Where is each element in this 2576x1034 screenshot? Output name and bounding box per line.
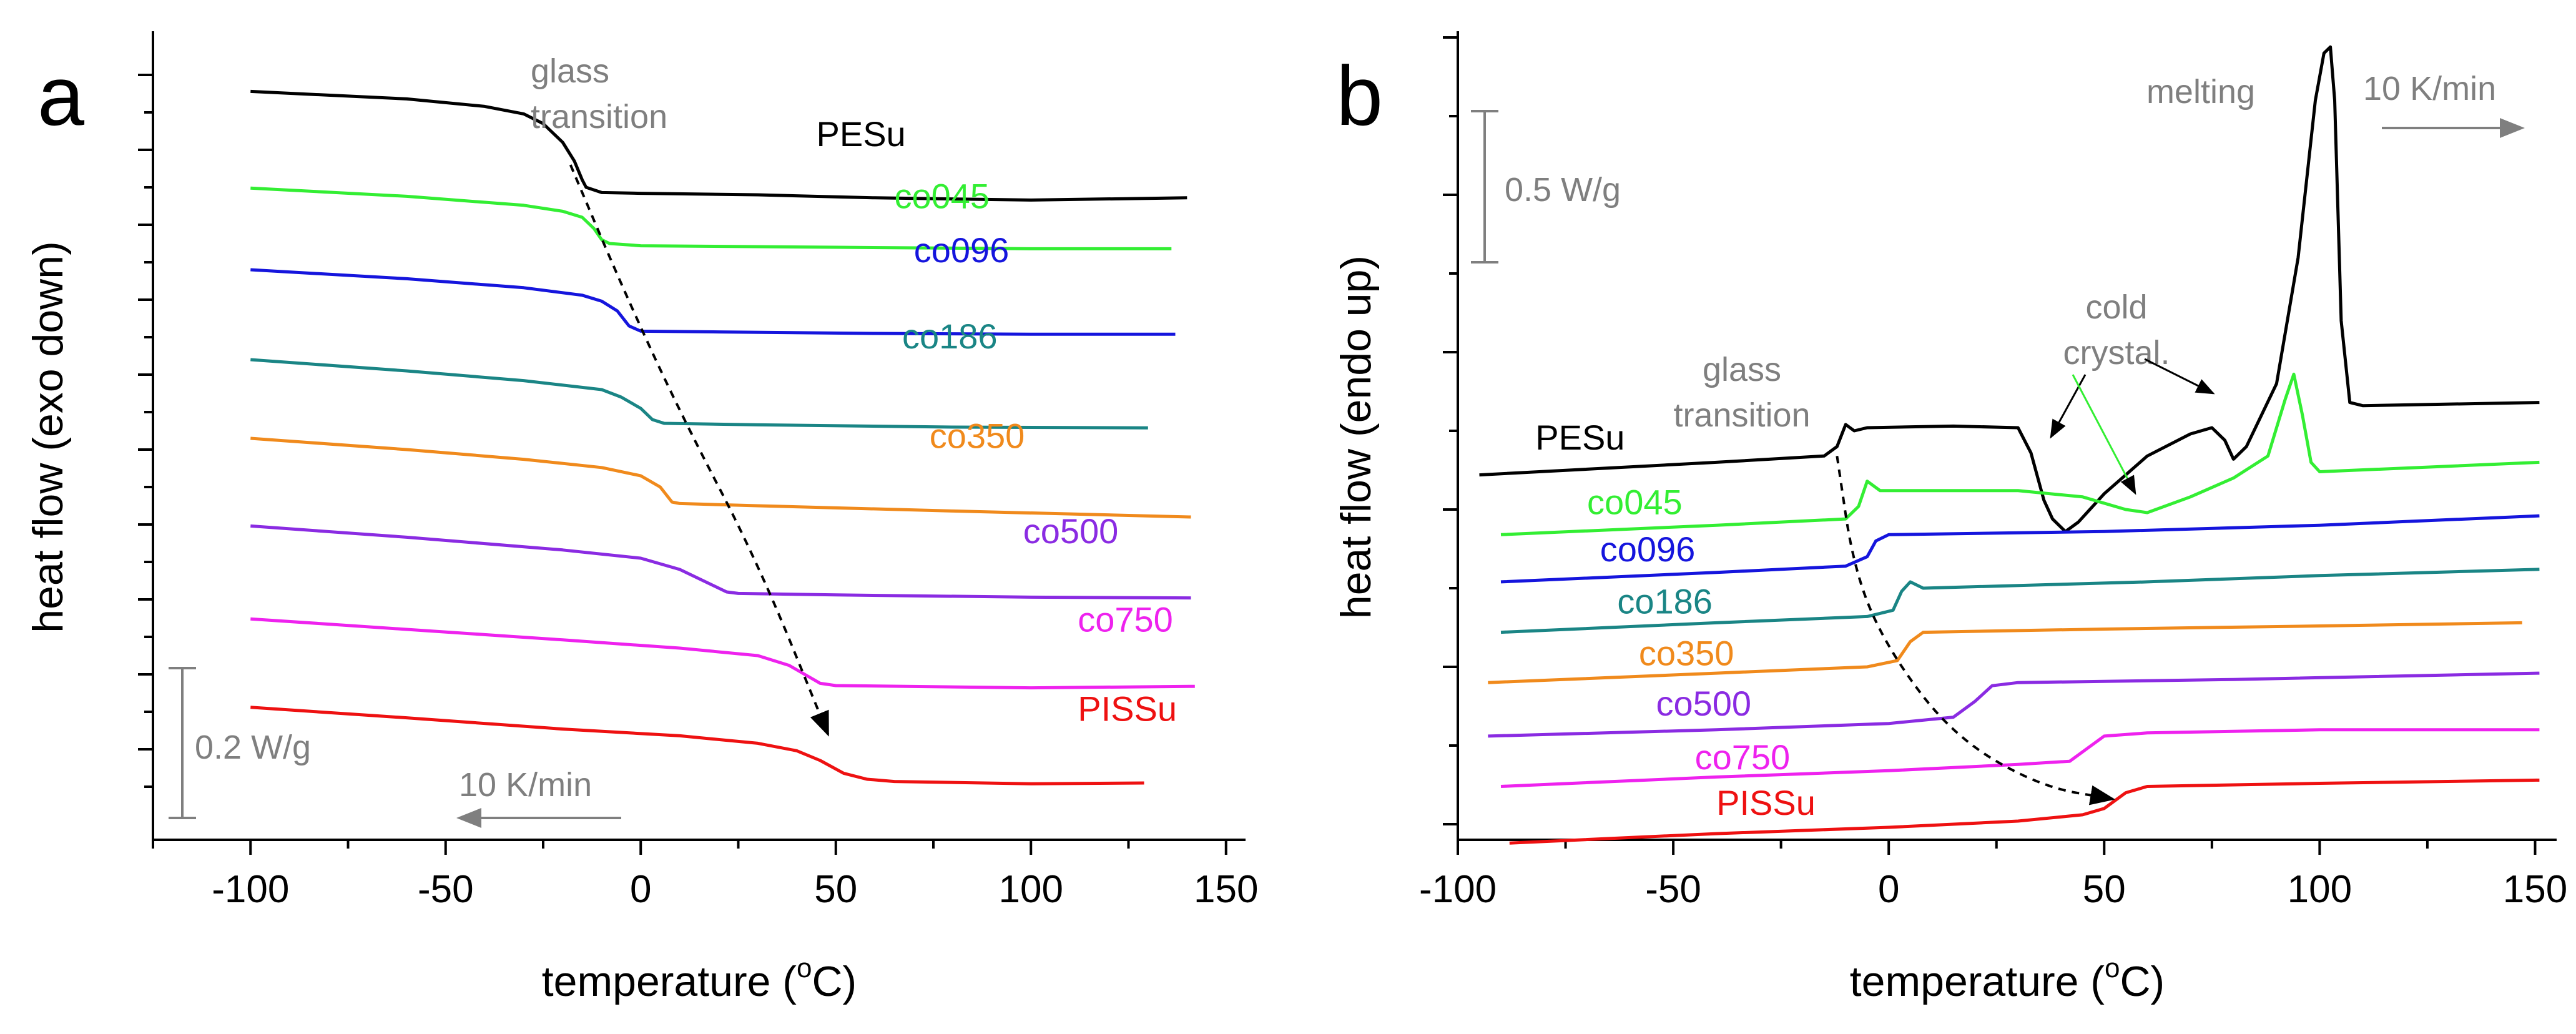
panel-b-cold-arrow-co045 [2072,374,2136,495]
series-label-co186: co186 [1617,581,1713,621]
x-tick-label: -100 [212,868,289,911]
panel-a-glass-label: glass [531,52,609,90]
x-tick-label: -50 [1645,868,1701,911]
series-label-co500: co500 [1656,684,1751,723]
panel-a-x-ticks: -100 -50 0 50 100 150 [152,840,1258,911]
series-label-co045: co045 [1587,483,1683,522]
panel-a-axes [152,31,1246,841]
series-label-co750: co750 [1078,600,1173,639]
series-line-pesu [1479,45,2540,533]
series-line-co096 [250,268,1176,336]
panel-a-y-axis-title: heat flow (exo down) [24,241,72,633]
panel-b-cold-arrow-pesu [2050,374,2087,439]
panel-b-axes [1457,31,2557,841]
series-line-co186 [250,358,1148,430]
panel-a-letter: a [37,49,85,143]
series-line-co096 [1500,514,2540,584]
x-tick-label: 150 [2503,868,2567,911]
x-tick-label: 150 [1194,868,1258,911]
x-tick-label: 0 [1878,868,1899,911]
x-tick-label: -50 [418,868,474,911]
series-label-co500: co500 [1023,511,1119,551]
series-label-co045: co045 [895,177,990,216]
series-label-pissu: PISSu [1078,689,1177,728]
series-line-co186 [1500,568,2540,634]
series-label-co186: co186 [902,317,998,356]
panel-b-letter: b [1336,49,1383,143]
series-label-pesu: PESu [817,114,906,154]
series-line-co750 [1500,728,2540,788]
panel-a-series [250,89,1195,785]
panel-a-rate-label: 10 K/min [459,766,592,804]
series-label-co096: co096 [914,230,1010,270]
panel-b-cold-arrow-pesu-2 [2144,358,2215,395]
panel-a-scale-bar-label: 0.2 W/g [195,729,311,766]
series-line-co045 [1500,372,2540,536]
panel-b-scale-bar-label: 0.5 W/g [1505,171,1621,209]
series-line-co350 [250,436,1191,519]
panel-b-y-axis-title: heat flow (endo up) [1332,255,1380,619]
series-label-pissu: PISSu [1716,783,1816,822]
panel-a-y-ticks [138,74,153,788]
panel-b-series [1479,45,2540,845]
panel-b-glass-label: glass [1703,351,1781,388]
x-tick-label: 100 [999,868,1063,911]
series-label-co096: co096 [1600,529,1696,569]
panel-b-melting-label: melting [2146,73,2255,111]
panel-b-rate-label: 10 K/min [2363,70,2496,107]
x-tick-label: 50 [2083,868,2126,911]
panel-a-scale-bar: 0.2 W/g [169,667,311,819]
series-label-co350: co350 [930,416,1025,456]
panel-b-cold-label: cold [2085,288,2147,326]
panel-a-series-labels: PESu co045 co096 co186 co350 co500 co750 PISSu [817,114,1177,728]
series-line-co500 [1488,671,2540,738]
series-line-pissu [250,706,1144,785]
series-line-pesu [250,89,1187,202]
panel-b-glass-transition-arrow [1836,456,2116,805]
panel-a-x-axis-title: temperature (oC) [542,953,857,1005]
panel-a: a -100 -50 0 50 100 150 PESu co045 co096 co186 co… [24,31,1258,1005]
series-line-co750 [250,617,1195,690]
series-label-co750: co750 [1695,737,1791,777]
series-line-co500 [250,524,1191,600]
panel-b: b -100 -50 0 50 100 150 PESu co045 co096 co186 co… [1332,31,2567,1005]
series-label-co350: co350 [1639,633,1734,672]
x-tick-label: -100 [1419,868,1497,911]
panel-b-series-labels: PESu co045 co096 co186 co350 co500 co750 PISSu [1535,418,1816,822]
panel-b-y-ticks [1443,36,1458,825]
panel-b-scale-bar: 0.5 W/g [1471,110,1621,263]
series-line-pissu [1509,778,2540,845]
series-line-co045 [250,186,1172,250]
panel-b-x-ticks: -100 -50 0 50 100 150 [1419,840,2567,911]
panel-b-transition-label: transition [1673,396,1810,434]
x-tick-label: 100 [2288,868,2352,911]
x-tick-label: 50 [814,868,857,911]
panel-a-glass-transition-arrow [569,164,830,737]
panel-b-x-axis-title: temperature (oC) [1850,953,2165,1005]
x-tick-label: 0 [630,868,651,911]
series-line-co350 [1488,621,2522,684]
panel-b-crystal-label: crystal. [2063,334,2170,372]
series-label-pesu: PESu [1535,418,1625,457]
panel-a-transition-label: transition [531,98,667,135]
